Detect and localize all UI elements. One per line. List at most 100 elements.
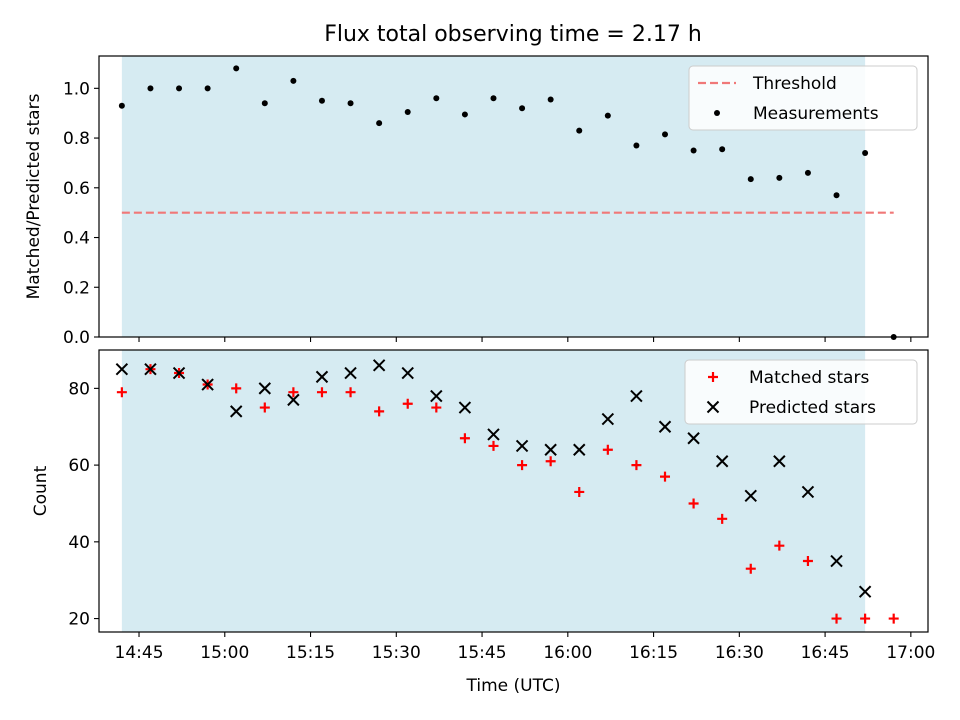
x-tick-label: 15:15 — [286, 643, 335, 663]
measurement-point — [147, 85, 154, 92]
matched-stars-point — [402, 398, 413, 409]
predicted-stars-point — [715, 455, 729, 468]
y-axis-label: Matched/Predicted stars — [24, 93, 44, 299]
x-tick-label: 16:00 — [543, 643, 592, 663]
predicted-stars-point — [573, 443, 586, 456]
y-tick-label: 80 — [68, 379, 90, 399]
measurement-point — [804, 169, 811, 176]
measurement-point — [318, 97, 325, 104]
measurement-point — [261, 100, 268, 107]
measurement-point — [747, 176, 754, 183]
predicted-stars-point — [744, 489, 757, 503]
x-axis-label: Time (UTC) — [466, 676, 561, 696]
predicted-stars-point — [287, 393, 300, 407]
matched-stars-point — [431, 402, 442, 413]
measurement-point — [719, 146, 726, 153]
predicted-stars-point — [858, 585, 872, 598]
predicted-stars-point — [201, 378, 214, 391]
x-tick-label: 16:15 — [629, 643, 678, 663]
matched-stars-point — [116, 387, 127, 398]
y-tick-label: 40 — [68, 533, 90, 553]
legend-measurement-swatch — [714, 110, 720, 116]
matched-stars-point — [631, 460, 642, 471]
measurement-point — [118, 102, 125, 109]
x-tick-label: 17:00 — [886, 643, 935, 663]
measurement-point — [433, 95, 440, 102]
predicted-stars-point — [258, 382, 272, 395]
legend: Threshold Measurements — [688, 65, 918, 131]
x-tick-label: 16:30 — [715, 643, 764, 663]
legend-label: Threshold — [752, 74, 837, 94]
measurement-point — [490, 95, 497, 102]
x-tick-label: 15:00 — [200, 643, 249, 663]
x-tick-label: 16:45 — [801, 643, 850, 663]
measurement-point — [376, 120, 383, 127]
matched-stars-point — [660, 471, 671, 482]
predicted-stars-point — [458, 401, 472, 414]
axes-frame — [98, 349, 929, 633]
count-panel: 20 40 60 80 14:45 15:00 15:15 15:30 15:45 16:00 16… — [31, 349, 935, 696]
measurement-point — [233, 65, 240, 72]
measurement-point — [404, 108, 411, 115]
matched-stars-point — [316, 387, 327, 398]
legend-matched-swatch — [708, 372, 718, 382]
y-tick-label: 0.0 — [63, 328, 90, 348]
legend-box — [684, 359, 918, 425]
matched-stars-point — [860, 613, 871, 624]
ratio-panel: 0.0 0.2 0.4 0.6 0.8 1.0 Matched/Predicted star… — [24, 55, 929, 348]
y-tick-label: 0.4 — [63, 229, 90, 249]
y-tick-label: 0.6 — [63, 179, 90, 199]
matched-stars-point — [459, 433, 470, 444]
matched-stars-point — [345, 387, 356, 398]
predicted-stars-point — [172, 366, 186, 380]
predicted-stars-point — [658, 420, 672, 433]
legend-label: Matched stars — [749, 368, 869, 388]
matched-stars-point — [574, 486, 585, 497]
legend-box — [688, 65, 918, 131]
y-tick-label: 0.8 — [63, 129, 90, 149]
matched-stars-point — [545, 456, 556, 467]
measurement-point — [833, 192, 840, 199]
measurement-point — [176, 85, 183, 92]
predicted-stars-point — [515, 439, 529, 453]
legend: Matched stars Predicted stars — [684, 359, 918, 425]
measurement-point — [633, 142, 640, 149]
matched-stars-point — [602, 444, 613, 455]
matched-stars-point — [374, 406, 385, 417]
matched-stars-point — [688, 498, 699, 509]
measurement-point — [576, 127, 583, 134]
predicted-stars-point — [115, 362, 129, 376]
predicted-stars-point — [630, 389, 643, 403]
x-tick-label: 15:45 — [458, 643, 507, 663]
predicted-stars-point — [687, 432, 700, 445]
matched-stars-point — [888, 613, 899, 624]
predicted-stars-point — [601, 412, 615, 426]
measurement-point — [662, 131, 669, 138]
predicted-stars-point — [344, 366, 357, 380]
matched-stars-point — [831, 613, 842, 624]
predicted-stars-point — [230, 405, 243, 418]
predicted-stars-point — [372, 359, 386, 372]
measurement-point — [604, 112, 611, 119]
x-tick-label: 14:45 — [115, 643, 164, 663]
matched-stars-point — [517, 460, 528, 471]
matched-stars-point — [259, 402, 270, 413]
y-tick-label: 60 — [68, 456, 90, 476]
matched-stars-point — [745, 563, 756, 574]
matched-stars-point — [488, 440, 499, 451]
axes-frame — [98, 55, 929, 338]
measurement-point — [461, 111, 468, 118]
x-tick-label: 15:30 — [372, 643, 421, 663]
y-tick-label: 20 — [68, 610, 90, 630]
predicted-stars-point — [801, 485, 815, 499]
predicted-stars-point — [315, 370, 329, 384]
predicted-stars-point — [401, 366, 414, 380]
legend-label: Predicted stars — [749, 398, 876, 418]
chart-title: Flux total observing time = 2.17 h — [324, 22, 702, 47]
predicted-stars-point — [144, 362, 157, 376]
y-tick-label: 0.2 — [63, 278, 90, 298]
matched-stars-point — [802, 556, 813, 567]
y-tick-label: 1.0 — [63, 79, 90, 99]
measurement-point — [776, 174, 783, 181]
